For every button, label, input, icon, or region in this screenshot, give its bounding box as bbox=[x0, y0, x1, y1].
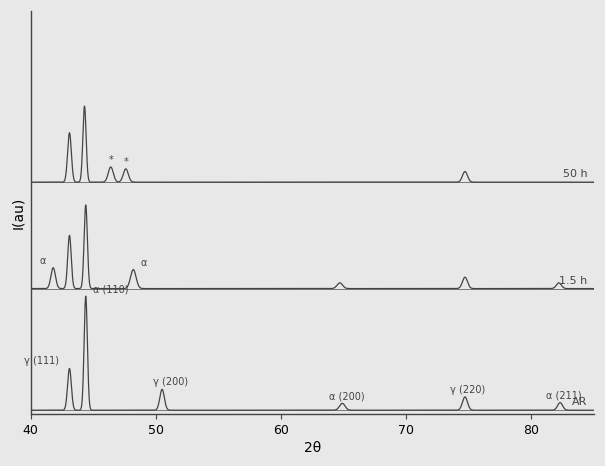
Y-axis label: I(au): I(au) bbox=[11, 197, 25, 229]
Text: γ (200): γ (200) bbox=[153, 377, 188, 387]
Text: γ (111): γ (111) bbox=[24, 356, 59, 366]
Text: α (200): α (200) bbox=[329, 391, 364, 401]
X-axis label: 2θ: 2θ bbox=[304, 441, 321, 455]
Text: α: α bbox=[141, 258, 147, 267]
Text: *: * bbox=[108, 155, 113, 165]
Text: γ (220): γ (220) bbox=[450, 385, 485, 395]
Text: α: α bbox=[39, 256, 46, 266]
Text: α (110): α (110) bbox=[93, 284, 129, 294]
Text: 50 h: 50 h bbox=[563, 169, 587, 179]
Text: AR: AR bbox=[572, 397, 587, 407]
Text: α (211): α (211) bbox=[546, 391, 582, 401]
Text: 1.5 h: 1.5 h bbox=[560, 275, 587, 286]
Text: *: * bbox=[123, 157, 128, 167]
